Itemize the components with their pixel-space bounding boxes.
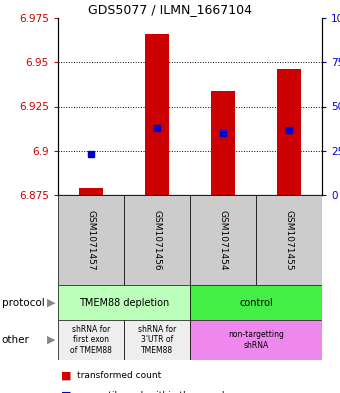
Text: non-targetting
shRNA: non-targetting shRNA [228,330,284,350]
Text: other: other [2,335,30,345]
Text: transformed count: transformed count [77,371,161,380]
Text: control: control [239,298,273,307]
Text: GSM1071456: GSM1071456 [153,210,162,270]
Bar [58,195,124,285]
Text: ■: ■ [62,371,72,381]
Bar [211,90,235,195]
Text: GSM1071455: GSM1071455 [285,210,293,270]
Text: GSM1071454: GSM1071454 [219,210,227,270]
Bar [80,188,103,195]
Text: protocol: protocol [2,298,45,307]
Bar [58,320,124,360]
Text: GDS5077 / ILMN_1667104: GDS5077 / ILMN_1667104 [88,3,252,16]
Text: GSM1071457: GSM1071457 [86,210,96,270]
Bar [277,69,301,195]
Text: TMEM88 depletion: TMEM88 depletion [79,298,169,307]
Bar [256,195,322,285]
Text: shRNA for
first exon
of TMEM88: shRNA for first exon of TMEM88 [70,325,112,355]
Text: ▶: ▶ [47,335,55,345]
Bar [58,285,190,320]
Text: percentile rank within the sample: percentile rank within the sample [77,391,230,393]
Text: ■: ■ [62,390,72,393]
Bar [124,195,190,285]
Bar [190,320,322,360]
Bar [190,285,322,320]
Bar [190,195,256,285]
Bar [146,34,169,195]
Text: shRNA for
3'UTR of
TMEM88: shRNA for 3'UTR of TMEM88 [138,325,176,355]
Bar [124,320,190,360]
Text: ▶: ▶ [47,298,55,307]
